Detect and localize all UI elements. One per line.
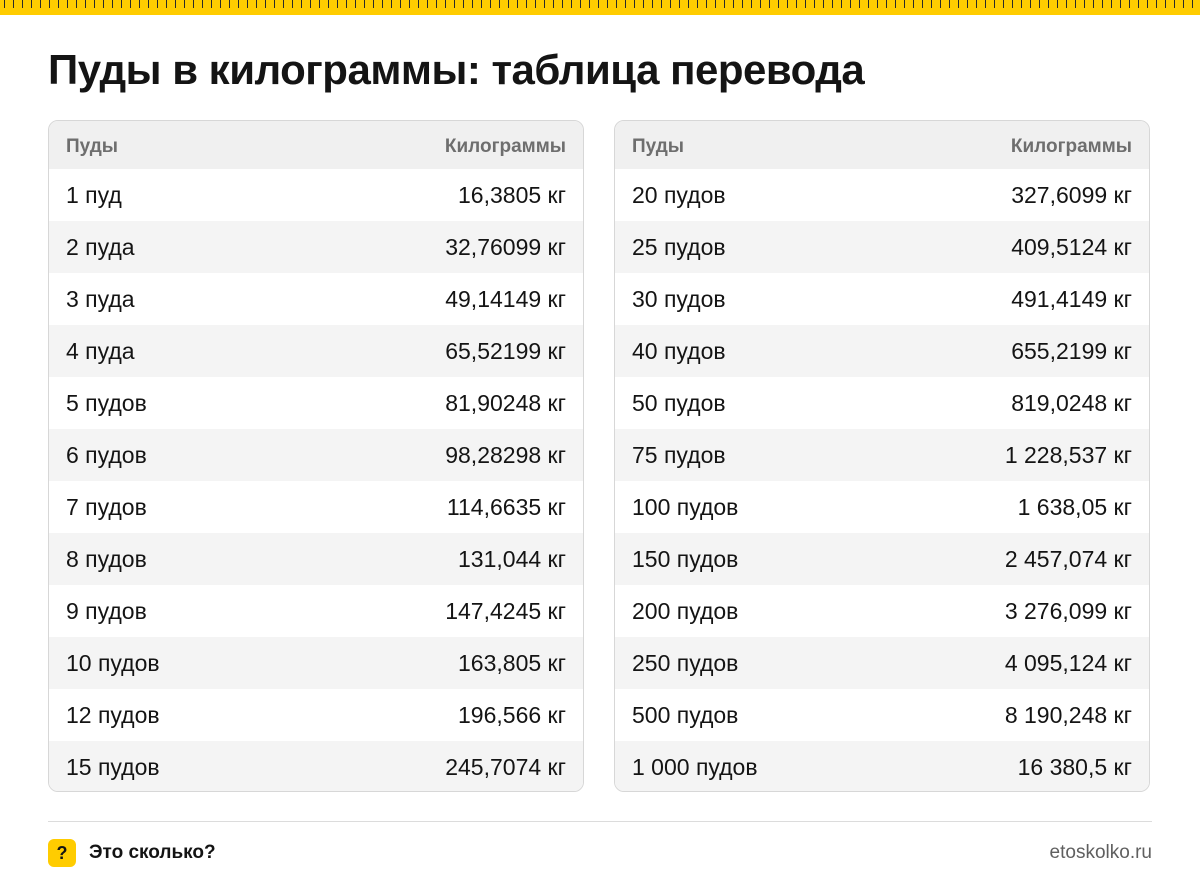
row-poods: 4 пуда xyxy=(66,337,135,364)
row-poods: 10 пудов xyxy=(66,649,160,676)
table-body: 20 пудов 327,6099 кг 25 пудов 409,5124 кг 30… xyxy=(615,169,1149,791)
site-url[interactable]: etoskolko.ru xyxy=(1049,842,1152,863)
table-row: 150 пудов 2 457,074 кг xyxy=(615,533,1149,585)
row-poods: 200 пудов xyxy=(632,597,739,624)
row-kilograms: 196,566 кг xyxy=(458,701,566,728)
table-header: Пуды Килограммы xyxy=(49,121,583,169)
row-kilograms: 4 095,124 кг xyxy=(1004,649,1132,676)
row-poods: 40 пудов xyxy=(632,337,726,364)
conversion-table-right: Пуды Килограммы 20 пудов 327,6099 кг 25 пу… xyxy=(614,120,1150,792)
row-poods: 1 000 пудов xyxy=(632,753,758,780)
row-poods: 2 пуда xyxy=(66,233,135,260)
row-poods: 500 пудов xyxy=(632,701,739,728)
column-header-poods: Пуды xyxy=(66,136,119,157)
table-row: 5 пудов 81,90248 кг xyxy=(49,377,583,429)
row-poods: 9 пудов xyxy=(66,597,147,624)
row-kilograms: 131,044 кг xyxy=(458,545,566,572)
column-header-poods: Пуды xyxy=(632,136,685,157)
row-poods: 8 пудов xyxy=(66,545,147,572)
table-row: 8 пудов 131,044 кг xyxy=(49,533,583,585)
conversion-table-left: Пуды Килограммы 1 пуд 16,3805 кг 2 пуда 32,… xyxy=(48,120,584,792)
row-kilograms: 655,2199 кг xyxy=(1011,337,1132,364)
row-kilograms: 16,3805 кг xyxy=(458,181,566,208)
row-poods: 15 пудов xyxy=(66,753,160,780)
row-poods: 100 пудов xyxy=(632,493,739,520)
row-kilograms: 114,6635 кг xyxy=(446,493,566,520)
table-row: 6 пудов 98,28298 кг xyxy=(49,429,583,481)
row-kilograms: 16 380,5 кг xyxy=(1017,753,1132,780)
row-kilograms: 819,0248 кг xyxy=(1011,389,1132,416)
row-poods: 7 пудов xyxy=(66,493,147,520)
table-row: 10 пудов 163,805 кг xyxy=(49,637,583,689)
table-row: 100 пудов 1 638,05 кг xyxy=(615,481,1149,533)
row-poods: 25 пудов xyxy=(632,233,726,260)
row-kilograms: 32,76099 кг xyxy=(445,233,566,260)
table-row: 3 пуда 49,14149 кг xyxy=(49,273,583,325)
table-header: Пуды Килограммы xyxy=(615,121,1149,169)
table-row: 4 пуда 65,52199 кг xyxy=(49,325,583,377)
page-title: Пуды в килограммы: таблица перевода xyxy=(48,46,865,93)
row-kilograms: 81,90248 кг xyxy=(445,389,566,416)
row-kilograms: 327,6099 кг xyxy=(1011,181,1132,208)
row-poods: 50 пудов xyxy=(632,389,726,416)
table-row: 2 пуда 32,76099 кг xyxy=(49,221,583,273)
table-row: 250 пудов 4 095,124 кг xyxy=(615,637,1149,689)
row-poods: 20 пудов xyxy=(632,181,726,208)
row-kilograms: 163,805 кг xyxy=(458,649,566,676)
footer-divider xyxy=(48,821,1152,822)
brand-name: Это сколько? xyxy=(89,842,216,863)
table-row: 200 пудов 3 276,099 кг xyxy=(615,585,1149,637)
column-header-kilograms: Килограммы xyxy=(1010,136,1132,157)
row-poods: 75 пудов xyxy=(632,441,726,468)
table-row: 40 пудов 655,2199 кг xyxy=(615,325,1149,377)
row-kilograms: 65,52199 кг xyxy=(445,337,566,364)
row-kilograms: 49,14149 кг xyxy=(445,285,566,312)
row-kilograms: 409,5124 кг xyxy=(1011,233,1132,260)
table-row: 75 пудов 1 228,537 кг xyxy=(615,429,1149,481)
table-row: 20 пудов 327,6099 кг xyxy=(615,169,1149,221)
table-row: 1 пуд 16,3805 кг xyxy=(49,169,583,221)
table-row: 15 пудов 245,7074 кг xyxy=(49,741,583,791)
row-poods: 150 пудов xyxy=(632,545,739,572)
table-row: 1 000 пудов 16 380,5 кг xyxy=(615,741,1149,791)
row-kilograms: 1 228,537 кг xyxy=(1004,441,1132,468)
ruler-strip xyxy=(0,0,1200,15)
row-kilograms: 2 457,074 кг xyxy=(1004,545,1132,572)
row-kilograms: 245,7074 кг xyxy=(445,753,566,780)
column-header-kilograms: Килограммы xyxy=(444,136,566,157)
table-body: 1 пуд 16,3805 кг 2 пуда 32,76099 кг 3 пуда 49… xyxy=(49,169,583,791)
table-row: 25 пудов 409,5124 кг xyxy=(615,221,1149,273)
table-row: 500 пудов 8 190,248 кг xyxy=(615,689,1149,741)
row-poods: 6 пудов xyxy=(66,441,147,468)
row-kilograms: 1 638,05 кг xyxy=(1017,493,1132,520)
table-row: 7 пудов 114,6635 кг xyxy=(49,481,583,533)
row-poods: 1 пуд xyxy=(66,181,122,208)
row-kilograms: 98,28298 кг xyxy=(445,441,566,468)
table-row: 30 пудов 491,4149 кг xyxy=(615,273,1149,325)
row-poods: 5 пудов xyxy=(66,389,147,416)
question-badge-icon: ? xyxy=(48,839,76,867)
row-poods: 30 пудов xyxy=(632,285,726,312)
table-row: 50 пудов 819,0248 кг xyxy=(615,377,1149,429)
row-poods: 3 пуда xyxy=(66,285,135,312)
row-kilograms: 8 190,248 кг xyxy=(1004,701,1132,728)
row-kilograms: 147,4245 кг xyxy=(445,597,566,624)
row-kilograms: 491,4149 кг xyxy=(1011,285,1132,312)
table-row: 12 пудов 196,566 кг xyxy=(49,689,583,741)
row-kilograms: 3 276,099 кг xyxy=(1004,597,1132,624)
table-row: 9 пудов 147,4245 кг xyxy=(49,585,583,637)
row-poods: 12 пудов xyxy=(66,701,160,728)
row-poods: 250 пудов xyxy=(632,649,739,676)
